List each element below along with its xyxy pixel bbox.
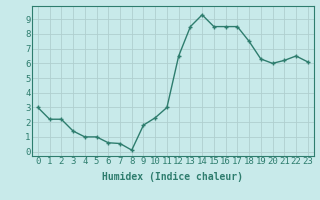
X-axis label: Humidex (Indice chaleur): Humidex (Indice chaleur) <box>102 172 243 182</box>
